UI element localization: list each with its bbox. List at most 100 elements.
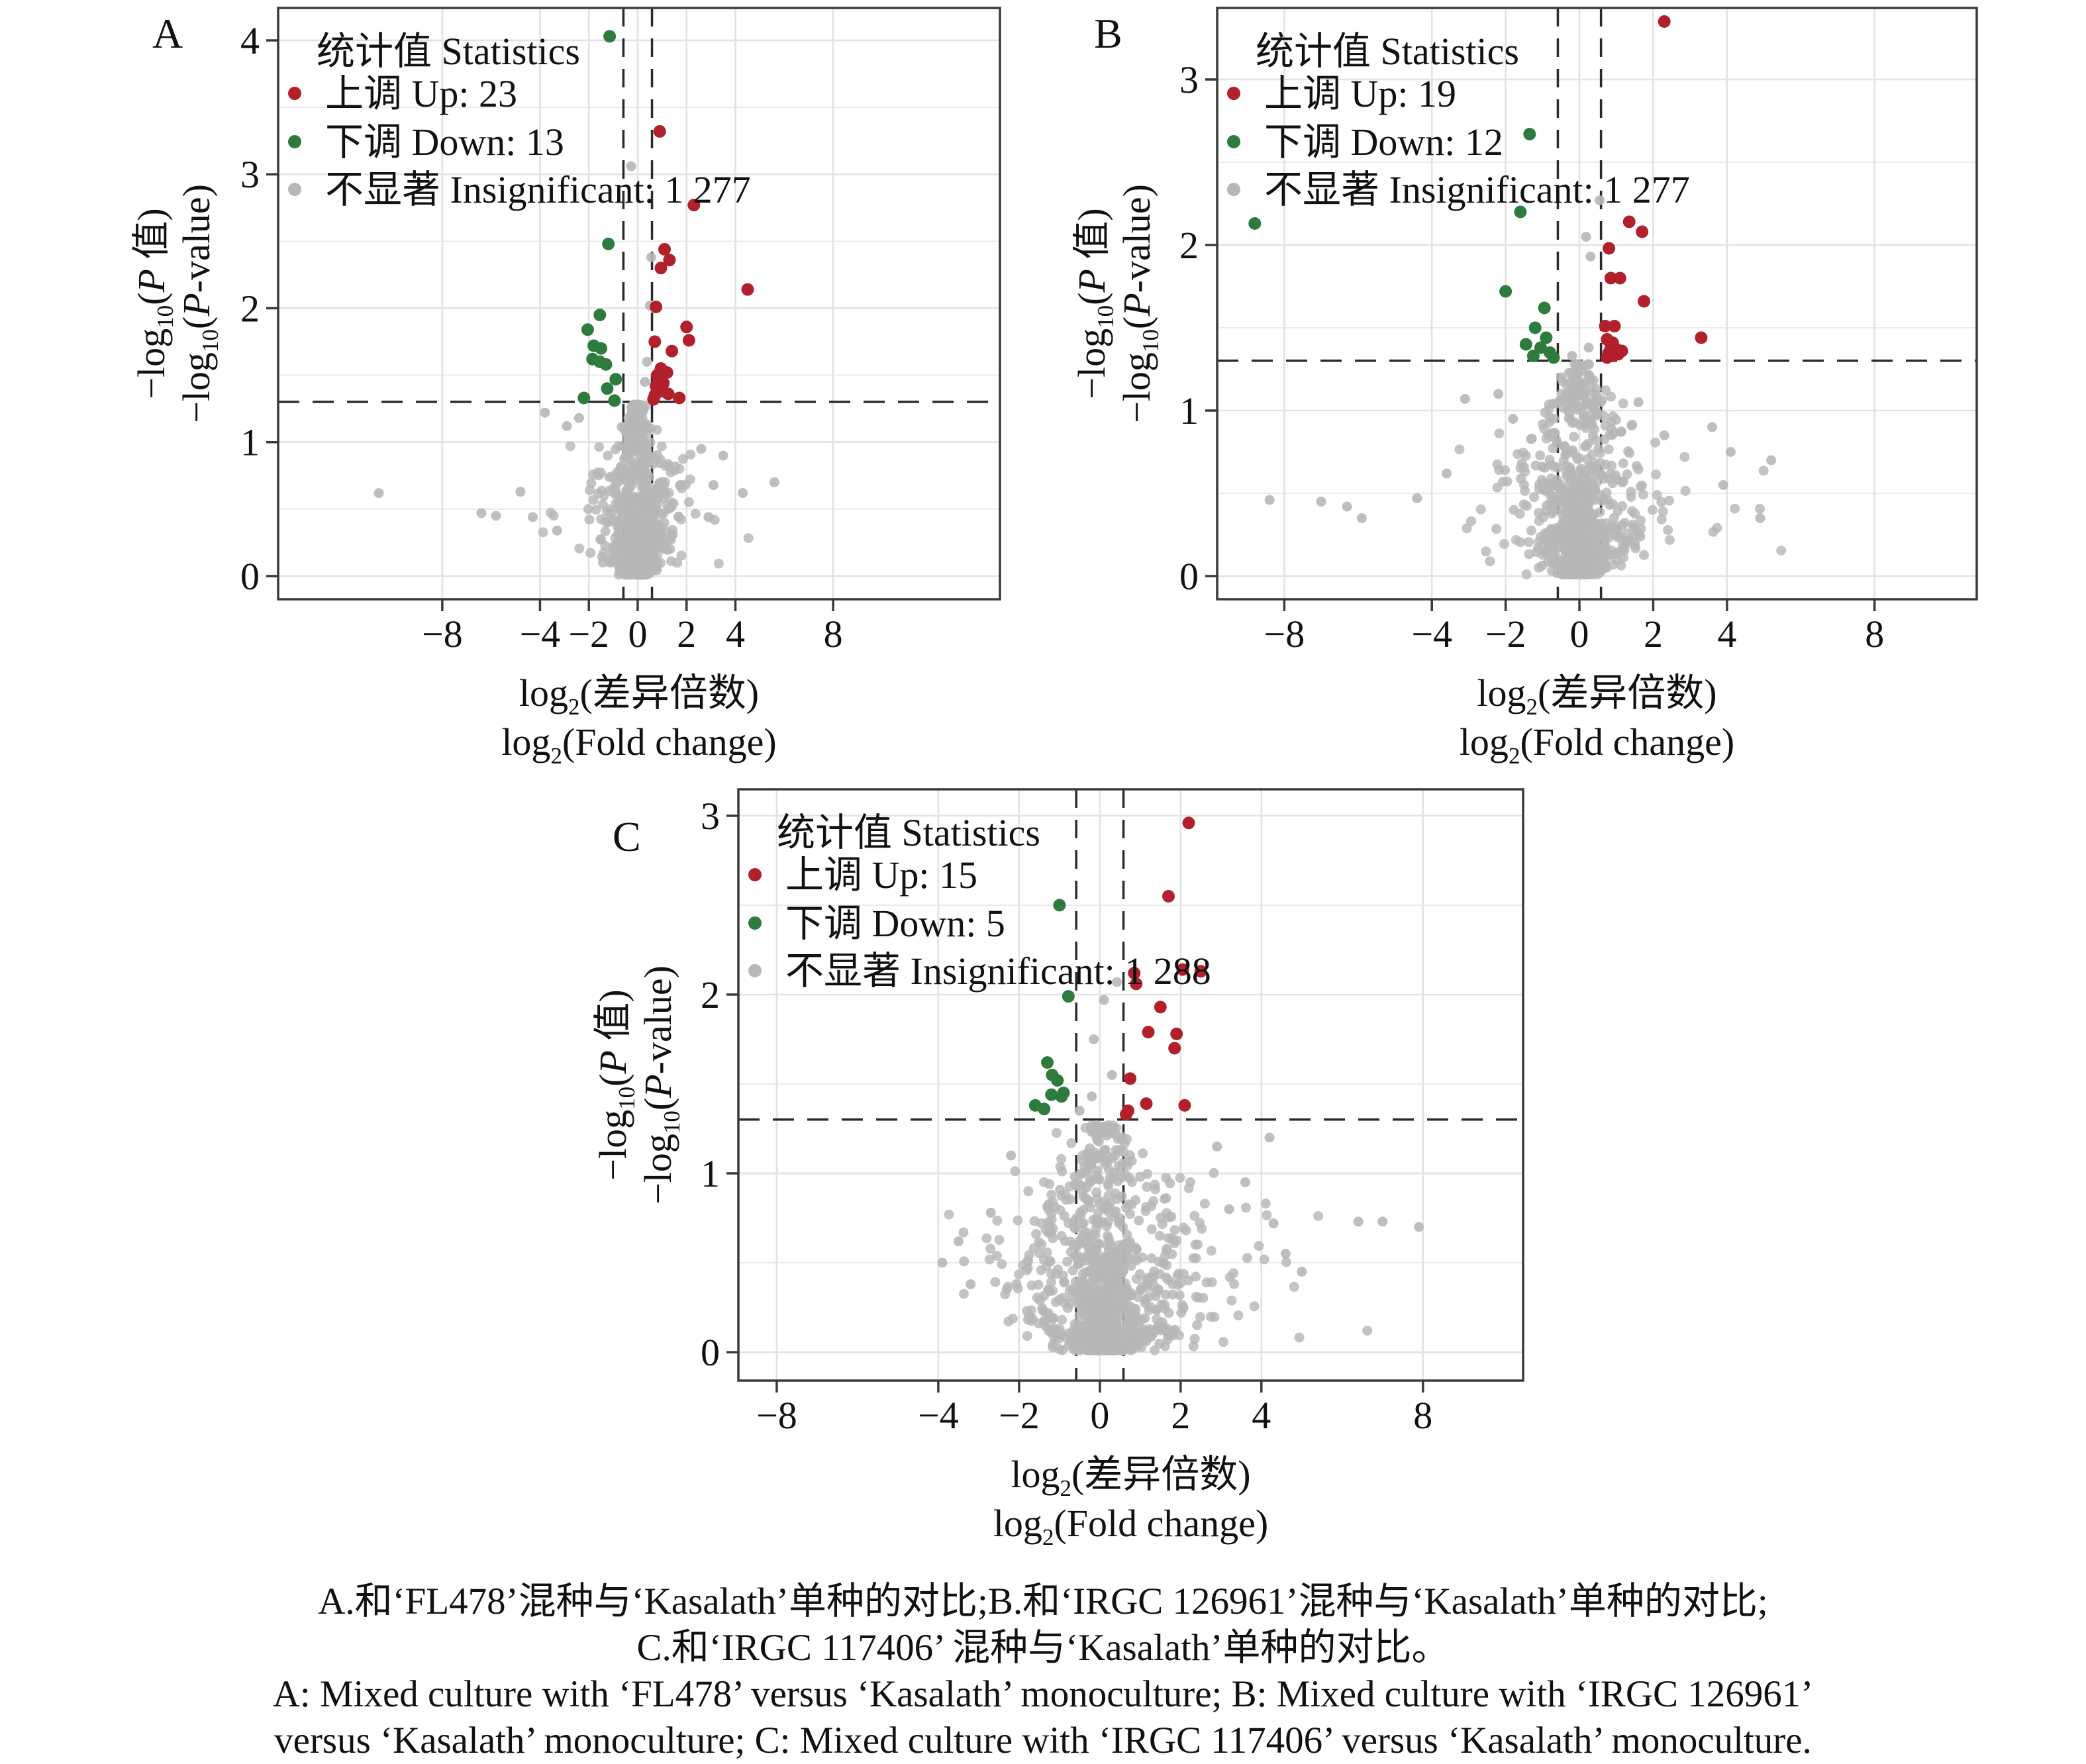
legend-dot-insig xyxy=(288,183,301,196)
x-axis-title-zh: log2(差异倍数) xyxy=(1011,1453,1250,1501)
svg-text:0: 0 xyxy=(1090,1394,1109,1437)
axes: −8 −4 −2 0 2 4 8 0 1 2 3 xyxy=(701,795,1432,1437)
legend-label-insig: 不显著 Insignificant: 1 288 xyxy=(785,950,1211,993)
svg-text:−2: −2 xyxy=(999,1394,1040,1437)
legend-label-up: 上调 Up: 23 xyxy=(325,72,517,115)
y-axis-title-zh: −log10(P 值) xyxy=(130,208,178,399)
svg-text:8: 8 xyxy=(1413,1394,1432,1437)
svg-text:−2: −2 xyxy=(568,612,609,656)
svg-text:0: 0 xyxy=(701,1331,720,1374)
svg-text:2: 2 xyxy=(1644,612,1663,656)
caption-line-zh-2: C.和‘IRGC 117406’ 混种与‘Kasalath’单种的对比。 xyxy=(636,1627,1450,1669)
figure-caption: A.和‘FL478’混种与‘Kasalath’单种的对比;B.和‘IRGC 12… xyxy=(0,1579,2086,1764)
svg-text:−4: −4 xyxy=(1411,612,1452,656)
svg-text:0: 0 xyxy=(628,612,647,656)
legend-title: 统计值 Statistics xyxy=(317,30,580,73)
points-insignificant-cloud xyxy=(1454,359,1787,579)
svg-text:−4: −4 xyxy=(918,1394,959,1437)
x-axis-title-en: log2(Fold change) xyxy=(993,1502,1268,1550)
points-down xyxy=(1028,899,1075,1116)
svg-text:−2: −2 xyxy=(1485,612,1526,656)
caption-line-zh-1: A.和‘FL478’混种与‘Kasalath’单种的对比;B.和‘IRGC 12… xyxy=(318,1581,1768,1622)
legend-dot-up xyxy=(288,87,301,100)
points-down xyxy=(577,30,622,407)
svg-text:0: 0 xyxy=(1570,612,1589,656)
x-axis-title-zh: log2(差异倍数) xyxy=(1477,671,1716,720)
panel-border xyxy=(1216,7,1978,601)
x-axis-title-en: log2(Fold change) xyxy=(1460,720,1734,769)
panel-border xyxy=(737,788,1524,1382)
legend-dot-insig xyxy=(1227,183,1240,196)
svg-text:4: 4 xyxy=(1252,1394,1271,1437)
panel-letter-b: B xyxy=(1094,10,1122,57)
svg-text:8: 8 xyxy=(824,612,843,656)
volcano-plot-b: −8 −4 −2 0 2 4 8 0 1 2 3 log2(差异倍数)log2(Fold change… xyxy=(1073,7,1978,769)
legend-label-up: 上调 Up: 15 xyxy=(785,854,977,897)
svg-text:2: 2 xyxy=(240,287,260,330)
legend-label-insig: 不显著 Insignificant: 1 277 xyxy=(1264,168,1690,211)
svg-text:3: 3 xyxy=(240,153,260,196)
legend-dot-up xyxy=(1227,87,1240,100)
axis-titles: log2(差异倍数)log2(Fold change) −log10(P 值)−l… xyxy=(591,965,1268,1550)
y-axis-title-en: −log10(P-value) xyxy=(636,965,685,1204)
points-insignificant-cloud xyxy=(538,399,754,580)
points-up xyxy=(1120,816,1207,1121)
y-axis-title-en: −log10(P-value) xyxy=(175,184,223,423)
legend-label-down: 下调 Down: 12 xyxy=(1264,121,1503,164)
svg-text:2: 2 xyxy=(701,973,720,1016)
scatter-points xyxy=(373,30,779,580)
legend-dot-insig xyxy=(748,964,762,977)
legend-dot-down xyxy=(288,135,301,148)
legend-label-insig: 不显著 Insignificant: 1 277 xyxy=(325,168,751,211)
caption-line-en-2: versus ‘Kasalath’ monoculture; C: Mixed … xyxy=(274,1720,1812,1761)
svg-text:−8: −8 xyxy=(422,612,463,656)
x-axis-title-zh: log2(差异倍数) xyxy=(519,671,759,720)
volcano-plot-c: −8 −4 −2 0 2 4 8 0 1 2 3 log2(差异倍数)log2(Fold change… xyxy=(591,788,1524,1550)
legend-dot-down xyxy=(748,916,762,930)
svg-text:4: 4 xyxy=(240,19,260,62)
legend-dot-down xyxy=(1227,135,1240,148)
svg-text:4: 4 xyxy=(1717,612,1736,656)
svg-text:1: 1 xyxy=(240,421,260,464)
points-up xyxy=(647,125,754,406)
svg-text:2: 2 xyxy=(677,612,696,656)
svg-text:0: 0 xyxy=(240,555,260,598)
svg-text:3: 3 xyxy=(1179,58,1199,101)
points-insignificant-cloud xyxy=(944,1120,1373,1355)
caption-line-en-1: A: Mixed culture with ‘FL478’ versus ‘Ka… xyxy=(272,1673,1814,1715)
points-up xyxy=(1599,15,1708,364)
y-axis-title-zh: −log10(P 值) xyxy=(1073,208,1118,399)
legend-label-up: 上调 Up: 19 xyxy=(1264,72,1456,115)
svg-text:4: 4 xyxy=(726,612,745,656)
legend-dot-up xyxy=(748,868,762,881)
panel-letter-a: A xyxy=(152,10,183,57)
panel-letter-c: C xyxy=(613,813,641,860)
points-down xyxy=(1248,128,1560,364)
svg-text:8: 8 xyxy=(1865,612,1884,656)
axes: −8 −4 −2 0 2 4 8 0 1 2 3 xyxy=(1179,58,1884,656)
legend-title: 统计值 Statistics xyxy=(1256,30,1519,73)
svg-text:2: 2 xyxy=(1171,1394,1190,1437)
points-insignificant-outliers xyxy=(937,977,1424,1289)
y-axis-title-zh: −log10(P 值) xyxy=(591,989,640,1180)
axis-titles: log2(差异倍数)log2(Fold change) −log10(P 值)−l… xyxy=(130,184,777,769)
gridlines xyxy=(278,8,1000,599)
svg-text:3: 3 xyxy=(701,795,720,838)
y-axis-title-en: −log10(P-value) xyxy=(1115,184,1164,423)
scatter-points xyxy=(1248,15,1787,579)
legend-label-down: 下调 Down: 5 xyxy=(785,902,1005,945)
scatter-points xyxy=(937,816,1424,1355)
gridlines xyxy=(738,789,1523,1381)
legend-label-down: 下调 Down: 13 xyxy=(325,121,564,164)
panel-background xyxy=(738,789,1523,1381)
axis-titles: log2(差异倍数)log2(Fold change) −log10(P 值)−l… xyxy=(1073,184,1734,769)
svg-text:0: 0 xyxy=(1179,555,1199,598)
svg-text:−8: −8 xyxy=(1264,612,1305,656)
svg-text:−4: −4 xyxy=(520,612,561,656)
x-axis-title-en: log2(Fold change) xyxy=(501,720,776,769)
